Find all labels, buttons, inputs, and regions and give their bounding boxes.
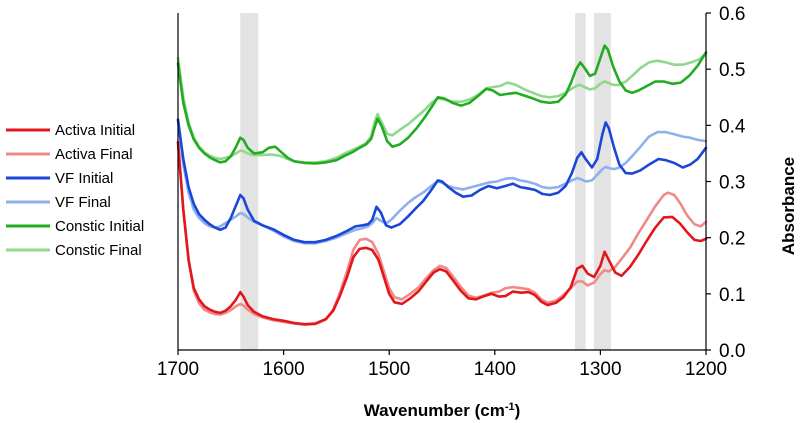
y-tick-label: 0.3 [719,173,745,194]
y-tick-label: 0.6 [719,4,745,25]
legend-label: Constic Initial [55,218,144,235]
legend-label: VF Final [55,194,111,211]
x-tick-label: 1500 [368,359,410,380]
series-line-activa-initial [176,140,708,326]
legend-label: Activa Initial [55,122,135,139]
legend-label: Constic Final [55,242,142,259]
legend-label: VF Initial [55,170,113,187]
x-ticks: 1700 1600 1500 1400 1300 1200 [157,350,727,380]
x-axis-title-close: ) [515,401,521,420]
series-line-constic-initial [176,44,708,165]
highlight-band-1 [240,13,259,350]
x-axis-title-main: Wavenumber (cm [364,401,505,420]
y-axis-title: Absorbance [779,157,798,255]
legend-label: Activa Final [55,146,133,163]
x-axis-title-superscript: -1 [505,401,515,413]
x-tick-label: 1600 [262,359,304,380]
highlight-bands [240,13,611,350]
plot-lines [176,44,708,326]
x-axis-title: Wavenumber (cm-1) [364,401,521,420]
highlight-band-2 [575,13,586,350]
series-line-activa-final [176,140,708,326]
y-tick-label: 0.4 [719,116,746,137]
series-line-vf-initial [176,118,708,244]
y-tick-label: 0.5 [719,60,745,81]
y-tick-label: 0.2 [719,229,745,250]
x-tick-label: 1200 [685,359,727,380]
y-tick-label: 0.0 [719,341,745,362]
y-tick-label: 0.1 [719,285,745,306]
y-ticks: 0.0 0.1 0.2 0.3 0.4 0.5 0.6 [706,4,746,362]
highlight-band-3 [594,13,611,350]
series-line-constic-final [176,52,708,164]
x-tick-label: 1400 [474,359,516,380]
legend: Activa Initial Activa Final VF Initial VF F… [6,122,144,259]
x-tick-label: 1300 [579,359,621,380]
x-tick-label: 1700 [157,359,199,380]
